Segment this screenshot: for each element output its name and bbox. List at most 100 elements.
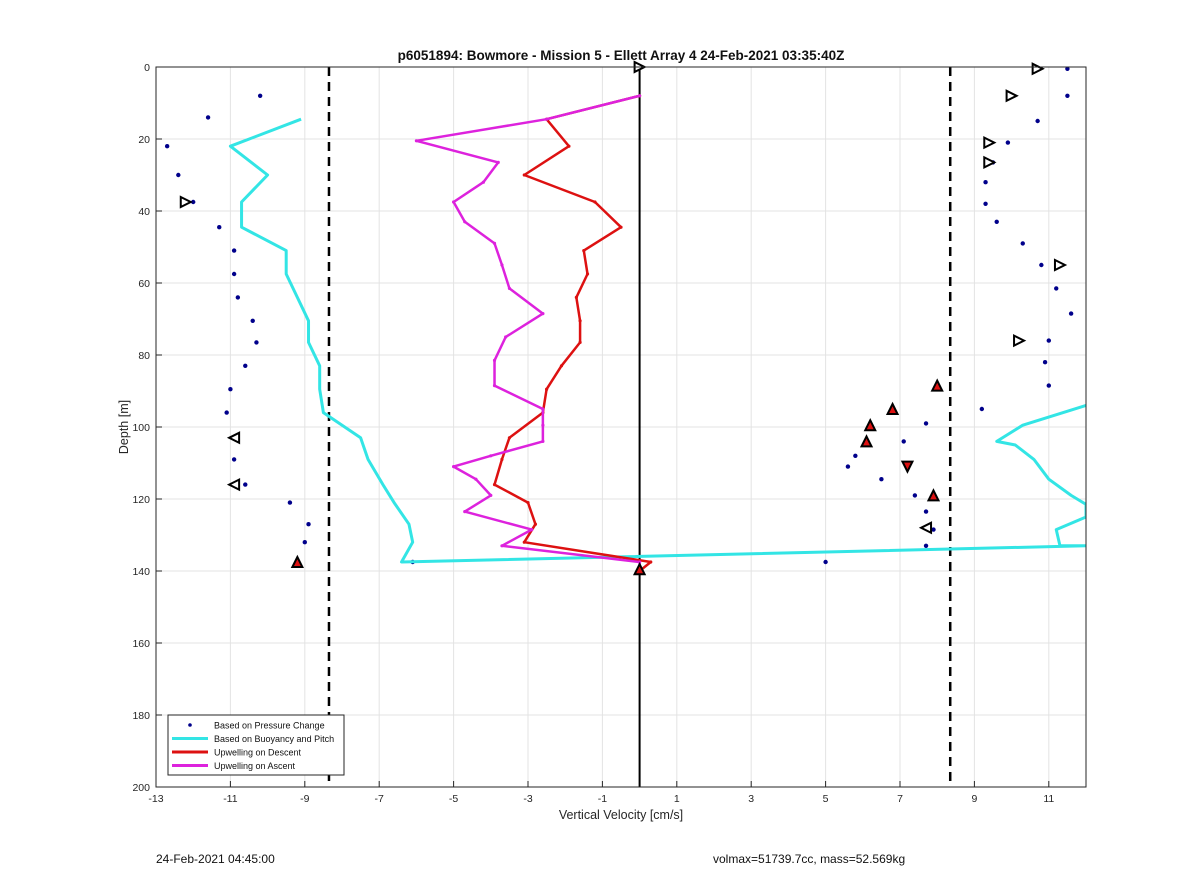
chart-figure: -13 -11 -9 -7 -5 -3 -1 1 3 5 7 9 1102040608010012014… bbox=[0, 0, 1200, 885]
legend-swatch bbox=[188, 723, 192, 727]
point-based-on-pressure-change bbox=[243, 482, 247, 486]
data-series bbox=[165, 67, 1086, 573]
point-based-on-pressure-change bbox=[1047, 383, 1051, 387]
point-based-on-pressure-change bbox=[224, 410, 228, 414]
y-tick-label: 60 bbox=[138, 278, 150, 290]
series-line-upwelling-on-descent bbox=[495, 96, 651, 571]
point-upwelling-on-descent bbox=[523, 541, 526, 544]
point-based-on-pressure-change bbox=[251, 319, 255, 323]
footer-timestamp: 24-Feb-2021 04:45:00 bbox=[156, 852, 275, 866]
point-based-on-pressure-change bbox=[995, 220, 999, 224]
legend-label: Based on Pressure Change bbox=[214, 721, 325, 731]
point-upwelling-on-ascent bbox=[489, 454, 492, 457]
point-upwelling-on-descent bbox=[508, 436, 511, 439]
point-upwelling-on-ascent bbox=[493, 384, 496, 387]
point-upwelling-on-descent bbox=[575, 296, 578, 299]
y-tick-label: 0 bbox=[144, 62, 150, 74]
x-tick-label: 7 bbox=[897, 793, 903, 805]
marker-triangle-right bbox=[1014, 336, 1024, 346]
point-based-on-pressure-change bbox=[1043, 360, 1047, 364]
y-tick-label: 120 bbox=[132, 494, 150, 506]
point-upwelling-on-descent bbox=[523, 173, 526, 176]
point-based-on-pressure-change bbox=[232, 248, 236, 252]
point-upwelling-on-descent bbox=[649, 560, 652, 563]
y-tick-label: 180 bbox=[132, 710, 150, 722]
point-upwelling-on-descent bbox=[534, 523, 537, 526]
axis-ticks: -13 -11 -9 -7 -5 -3 -1 1 3 5 7 9 1102040608010012014… bbox=[132, 62, 1054, 805]
point-upwelling-on-descent bbox=[567, 145, 570, 148]
x-tick-label: -7 bbox=[375, 793, 384, 805]
point-upwelling-on-ascent bbox=[452, 200, 455, 203]
point-based-on-pressure-change bbox=[853, 454, 857, 458]
point-upwelling-on-ascent bbox=[638, 94, 641, 97]
point-upwelling-on-ascent bbox=[493, 242, 496, 245]
point-upwelling-on-ascent bbox=[463, 220, 466, 223]
point-upwelling-on-descent bbox=[578, 341, 581, 344]
x-axis-label: Vertical Velocity [cm/s] bbox=[559, 808, 683, 822]
x-tick-label: -5 bbox=[449, 793, 458, 805]
marker-triangle-up bbox=[888, 404, 898, 414]
point-based-on-pressure-change bbox=[165, 144, 169, 148]
point-based-on-pressure-change bbox=[232, 272, 236, 276]
point-upwelling-on-ascent bbox=[463, 510, 466, 513]
point-based-on-pressure-change bbox=[924, 421, 928, 425]
marker-triangle-right bbox=[1033, 64, 1043, 74]
y-axis-label: Depth [m] bbox=[117, 400, 131, 454]
y-tick-label: 160 bbox=[132, 638, 150, 650]
footer-volmax-mass: volmax=51739.7cc, mass=52.569kg bbox=[713, 852, 905, 866]
y-tick-label: 140 bbox=[132, 566, 150, 578]
x-tick-label: -9 bbox=[300, 793, 309, 805]
x-tick-label: 9 bbox=[971, 793, 977, 805]
point-based-on-pressure-change bbox=[924, 544, 928, 548]
y-tick-label: 40 bbox=[138, 206, 150, 218]
point-based-on-pressure-change bbox=[983, 202, 987, 206]
marker-triangle-down bbox=[902, 462, 912, 472]
x-tick-label: -11 bbox=[223, 793, 238, 805]
legend-label: Upwelling on Descent bbox=[214, 748, 302, 758]
x-tick-label: 11 bbox=[1043, 793, 1054, 805]
point-based-on-pressure-change bbox=[913, 493, 917, 497]
point-upwelling-on-descent bbox=[560, 364, 563, 367]
point-upwelling-on-descent bbox=[586, 272, 589, 275]
point-upwelling-on-ascent bbox=[508, 287, 511, 290]
point-based-on-pressure-change bbox=[254, 340, 258, 344]
y-tick-label: 200 bbox=[132, 782, 150, 794]
point-upwelling-on-ascent bbox=[497, 161, 500, 164]
point-based-on-pressure-change bbox=[924, 509, 928, 513]
point-based-on-pressure-change bbox=[236, 295, 240, 299]
point-based-on-pressure-change bbox=[823, 560, 827, 564]
y-tick-label: 100 bbox=[132, 422, 150, 434]
point-based-on-pressure-change bbox=[1054, 286, 1058, 290]
point-based-on-pressure-change bbox=[258, 94, 262, 98]
point-based-on-pressure-change bbox=[232, 457, 236, 461]
marker-triangle-up bbox=[635, 564, 645, 574]
point-based-on-pressure-change bbox=[1065, 94, 1069, 98]
marker-triangle-up bbox=[862, 436, 872, 446]
marker-triangle-left bbox=[921, 523, 931, 533]
point-upwelling-on-ascent bbox=[541, 424, 544, 427]
marker-triangle-up bbox=[932, 381, 942, 391]
chart-title: p6051894: Bowmore - Mission 5 - Ellett A… bbox=[398, 48, 845, 63]
x-tick-label: -1 bbox=[598, 793, 607, 805]
grid-lines bbox=[156, 67, 1086, 787]
x-tick-label: 3 bbox=[748, 793, 754, 805]
point-upwelling-on-descent bbox=[593, 200, 596, 203]
point-upwelling-on-ascent bbox=[541, 312, 544, 315]
point-based-on-pressure-change bbox=[902, 439, 906, 443]
legend-label: Upwelling on Ascent bbox=[214, 761, 296, 771]
x-tick-label: -3 bbox=[523, 793, 532, 805]
point-upwelling-on-ascent bbox=[493, 359, 496, 362]
point-upwelling-on-ascent bbox=[530, 528, 533, 531]
point-based-on-pressure-change bbox=[176, 173, 180, 177]
point-upwelling-on-ascent bbox=[500, 263, 503, 266]
point-upwelling-on-descent bbox=[493, 483, 496, 486]
legend-label: Based on Buoyancy and Pitch bbox=[214, 734, 334, 744]
marker-triangle-right bbox=[1055, 260, 1065, 270]
marker-triangle-up bbox=[928, 490, 938, 500]
point-upwelling-on-ascent bbox=[541, 407, 544, 410]
point-based-on-pressure-change bbox=[228, 387, 232, 391]
point-based-on-pressure-change bbox=[846, 464, 850, 468]
point-based-on-pressure-change bbox=[288, 500, 292, 504]
point-based-on-pressure-change bbox=[980, 407, 984, 411]
point-upwelling-on-ascent bbox=[541, 440, 544, 443]
